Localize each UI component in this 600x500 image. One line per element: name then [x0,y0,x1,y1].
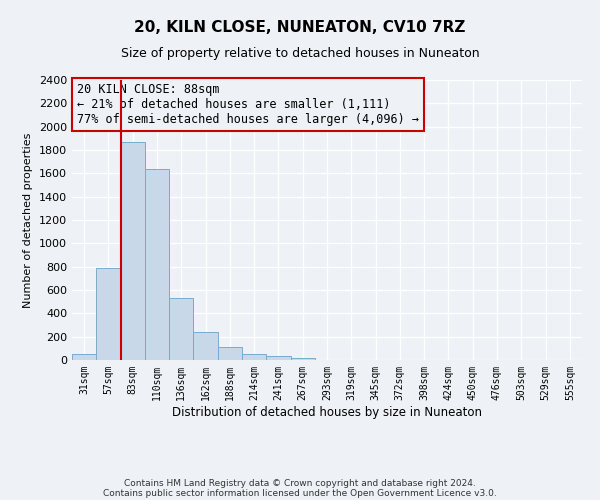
Text: 20 KILN CLOSE: 88sqm
← 21% of detached houses are smaller (1,111)
77% of semi-de: 20 KILN CLOSE: 88sqm ← 21% of detached h… [77,83,419,126]
Bar [121,142,145,360]
Bar [145,168,169,360]
Text: Contains HM Land Registry data © Crown copyright and database right 2024.: Contains HM Land Registry data © Crown c… [124,478,476,488]
Text: Contains public sector information licensed under the Open Government Licence v3: Contains public sector information licen… [103,488,497,498]
Bar [72,354,96,360]
X-axis label: Distribution of detached houses by size in Nuneaton: Distribution of detached houses by size … [172,406,482,418]
Bar [96,268,121,360]
Bar [242,354,266,360]
Y-axis label: Number of detached properties: Number of detached properties [23,132,34,308]
Bar [266,356,290,360]
Bar [193,332,218,360]
Bar [169,298,193,360]
Bar [290,358,315,360]
Text: Size of property relative to detached houses in Nuneaton: Size of property relative to detached ho… [121,48,479,60]
Bar [218,347,242,360]
Text: 20, KILN CLOSE, NUNEATON, CV10 7RZ: 20, KILN CLOSE, NUNEATON, CV10 7RZ [134,20,466,35]
